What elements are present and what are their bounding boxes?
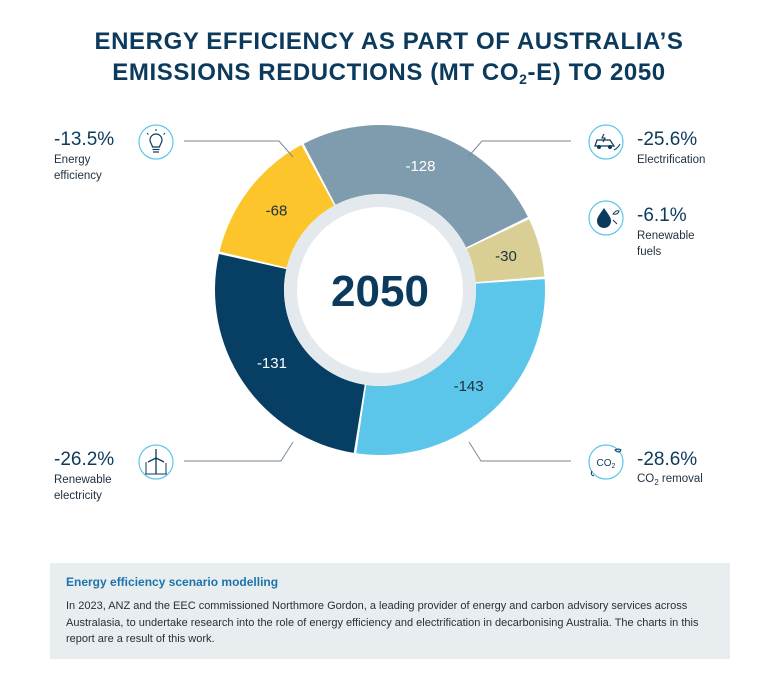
slice-electrification: [303, 124, 528, 248]
legend-label-renewable-fuels-1: Renewable: [637, 230, 695, 242]
center-hole: [297, 207, 463, 373]
legend-percent-renewable-electricity: -26.2%: [54, 449, 114, 470]
legend-percent-energy-efficiency: -13.5%: [54, 129, 114, 150]
info-box-title: Energy efficiency scenario modelling: [66, 575, 279, 589]
electric-car-icon: [588, 124, 624, 160]
slice-label-co2-removal: -143: [454, 378, 484, 395]
slice-label-energy-efficiency: -68: [266, 203, 288, 220]
legend-label-renewable-fuels-2: fuels: [637, 246, 662, 258]
legend-percent-renewable-fuels: -6.1%: [637, 205, 687, 226]
slice-energy-efficiency: [219, 144, 335, 268]
center-year-label: 2050: [331, 267, 429, 316]
donut-chart: 2050 -128 -30 -143 -131 -68 -13.5% Energy ef…: [54, 124, 705, 502]
leader-line-electrification: [467, 140, 571, 158]
title-line-1: ENERGY EFFICIENCY AS PART OF AUSTRALIA’S: [94, 28, 684, 55]
slice-label-renewable-fuels: -30: [495, 248, 517, 265]
legend-percent-electrification: -25.6%: [637, 129, 697, 150]
slice-co2-removal: [356, 279, 546, 455]
title-line-2-start: EMISSIONS REDUCTIONS (MT CO: [112, 59, 520, 86]
legend-label-renewable-electricity-1: Renewable: [54, 474, 112, 486]
legend-label-renewable-electricity-2: electricity: [54, 490, 102, 502]
leader-line-co2-removal: [468, 441, 571, 462]
leader-line-energy-efficiency: [184, 140, 294, 158]
legend-label-energy-efficiency-1: Energy: [54, 154, 91, 166]
slice-value-labels: -128 -30 -143 -131 -68: [257, 158, 517, 395]
title-line-2: EMISSIONS REDUCTIONS (MT CO2-E) TO 2050: [0, 57, 778, 88]
slice-label-renewable-electricity: -131: [257, 355, 287, 372]
co2-leaf-icon: CO2: [588, 444, 624, 480]
slice-renewable-fuels: [466, 219, 545, 283]
legend-label-co2-removal: CO2 removal: [637, 473, 703, 487]
legend-percent-co2-removal: -28.6%: [637, 449, 697, 470]
leader-line-renewable-electricity: [184, 441, 294, 462]
legend-label-electrification: Electrification: [637, 154, 705, 166]
wind-turbine-icon: [138, 444, 174, 480]
light-bulb-icon: [138, 124, 174, 160]
slice-label-electrification: -128: [405, 158, 435, 175]
donut-slices: [214, 124, 546, 455]
chart-title: ENERGY EFFICIENCY AS PART OF AUSTRALIA’S…: [0, 26, 778, 88]
info-box-text: In 2023, ANZ and the EEC commissioned No…: [66, 600, 699, 645]
fuel-drop-icon: [588, 200, 624, 236]
title-line-2-end: -E) TO 2050: [527, 59, 666, 86]
svg-text:CO2: CO2: [597, 458, 616, 470]
legend-label-energy-efficiency-2: efficiency: [54, 170, 102, 182]
title-subscript: 2: [519, 71, 528, 87]
info-box: Energy efficiency scenario modelling In …: [50, 563, 730, 659]
slice-renewable-electricity: [214, 254, 365, 453]
